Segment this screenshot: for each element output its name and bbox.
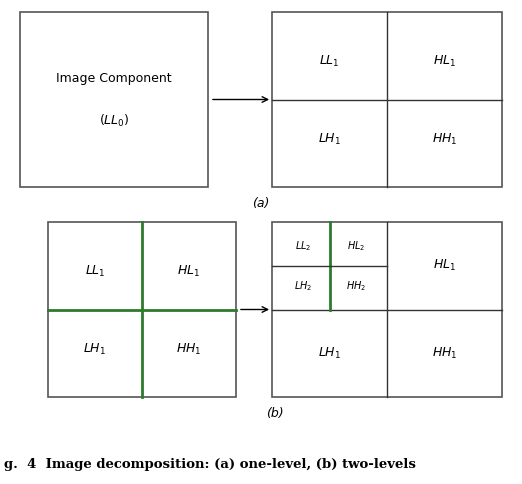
- Text: (a): (a): [252, 197, 270, 210]
- Text: $HL_1$: $HL_1$: [433, 53, 456, 69]
- Text: $HL_1$: $HL_1$: [433, 258, 456, 273]
- Text: $HH_2$: $HH_2$: [346, 279, 366, 293]
- Text: $HH_1$: $HH_1$: [432, 132, 457, 147]
- Text: $LH_1$: $LH_1$: [84, 342, 106, 357]
- Text: $HL_2$: $HL_2$: [347, 239, 365, 253]
- Text: $LH_2$: $LH_2$: [294, 279, 312, 293]
- Text: $LH_1$: $LH_1$: [318, 132, 341, 147]
- Text: $LL_1$: $LL_1$: [319, 53, 340, 69]
- Text: Image Component: Image Component: [56, 72, 172, 85]
- Bar: [20, 12, 208, 187]
- Text: (b): (b): [266, 407, 284, 420]
- Text: $LL_2$: $LL_2$: [295, 239, 311, 253]
- Text: $HL_1$: $HL_1$: [177, 263, 200, 279]
- Bar: [272, 12, 502, 187]
- Text: g.  4  Image decomposition: (a) one-level, (b) two-levels: g. 4 Image decomposition: (a) one-level,…: [4, 458, 416, 471]
- Bar: [272, 222, 502, 397]
- Text: $HH_1$: $HH_1$: [176, 342, 202, 357]
- Text: $HH_1$: $HH_1$: [432, 346, 457, 361]
- Text: $(LL_0)$: $(LL_0)$: [99, 112, 129, 129]
- Bar: [48, 222, 236, 397]
- Text: $LL_1$: $LL_1$: [85, 263, 105, 279]
- Text: $LH_1$: $LH_1$: [318, 346, 341, 361]
